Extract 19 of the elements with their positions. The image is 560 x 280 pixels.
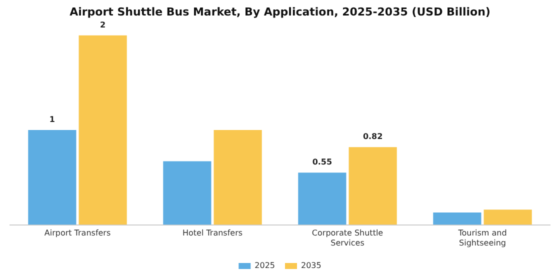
bar — [78, 35, 127, 225]
x-tick-label: Hotel Transfers — [182, 228, 243, 238]
chart-title: Airport Shuttle Bus Market, By Application, 2025-2035 (USD Billion) — [70, 5, 490, 18]
x-tick-label: Tourism and Sightseeing — [457, 228, 507, 248]
bar — [433, 212, 482, 225]
data-label: 1 — [49, 115, 56, 124]
legend-label: 2025 — [254, 261, 275, 270]
data-label: 0.55 — [312, 158, 332, 167]
legend-label: 2035 — [301, 261, 322, 270]
bar — [484, 210, 532, 225]
bar — [214, 130, 262, 225]
data-label: 0.82 — [362, 132, 383, 142]
bar — [28, 130, 76, 225]
bar — [163, 161, 212, 225]
x-tick-label: Airport Transfers — [44, 228, 111, 238]
data-label: 2 — [100, 20, 106, 30]
x-tick-label: Corporate Shuttle Services — [312, 228, 384, 248]
bar — [298, 172, 346, 225]
bar — [348, 147, 397, 225]
